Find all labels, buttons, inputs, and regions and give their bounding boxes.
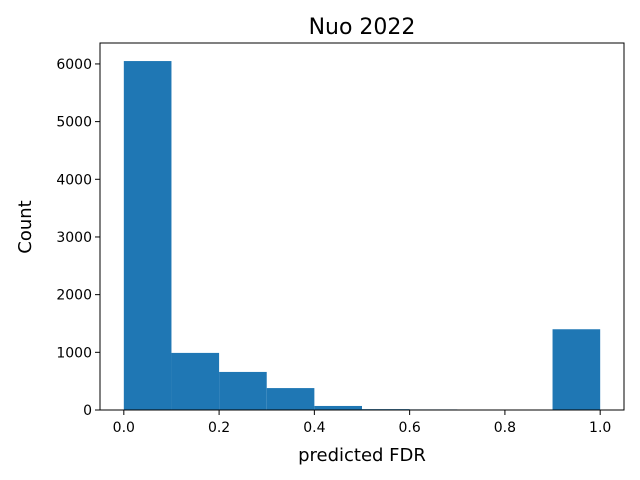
bar [219,371,267,410]
x-tick-label: 0.4 [303,420,325,436]
y-axis-label: Count [15,200,36,253]
x-tick-label: 0.8 [494,420,516,436]
plot-frame [99,42,625,411]
bar [171,352,220,410]
x-tick-label: 0.2 [208,420,230,436]
x-tick-label: 1.0 [589,420,611,436]
bar [552,329,601,410]
y-tick-label: 0 [83,403,92,419]
y-tick-label: 3000 [56,230,92,246]
y-tick-label: 2000 [56,288,92,304]
x-tick-label: 0.6 [399,420,421,436]
y-tick-label: 4000 [56,172,92,188]
chart-title: Nuo 2022 [309,15,416,40]
y-tick-label: 1000 [56,345,92,361]
x-axis-label: predicted FDR [298,445,426,466]
bar [314,405,362,410]
bar [266,388,315,410]
y-tick-label: 6000 [56,57,92,73]
y-tick-label: 5000 [56,115,92,131]
bar [123,61,172,410]
x-tick-label: 0.0 [113,420,135,436]
